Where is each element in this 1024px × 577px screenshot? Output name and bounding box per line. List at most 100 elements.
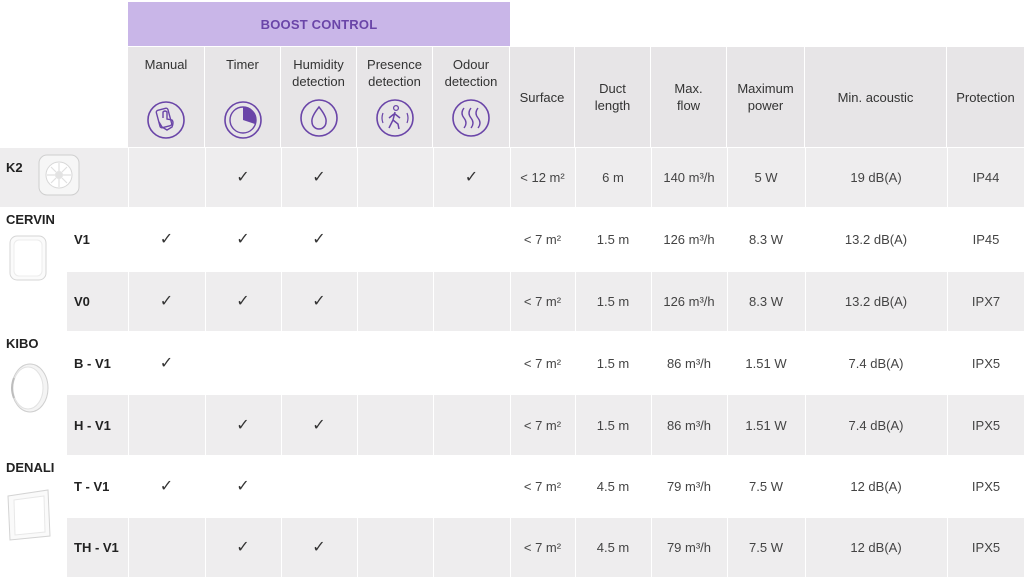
max-flow-cell: 79 m³/h: [651, 518, 726, 577]
timer-cell: ✓: [205, 209, 280, 270]
min-acoustic-cell: 12 dB(A): [805, 518, 946, 577]
header-presence-label: Presence detection: [367, 57, 422, 89]
variant-cell: V1: [74, 232, 90, 247]
header-timer: Timer: [205, 47, 280, 147]
max-power-cell: 7.5 W: [727, 518, 804, 577]
header-protection: Protection: [947, 47, 1024, 147]
presence-walking-person-icon: [375, 99, 414, 137]
brand-cervin: CERVIN: [6, 212, 55, 227]
surface-cell: < 7 m²: [510, 457, 574, 516]
surface-cell: < 7 m²: [510, 518, 574, 577]
manual-cell: [128, 518, 204, 577]
max-flow-cell: 86 m³/h: [651, 333, 726, 393]
humidity-cell: ✓: [281, 518, 356, 577]
odour-cell: [433, 272, 509, 331]
max-power-cell: 1.51 W: [727, 333, 804, 393]
protection-cell: IPX7: [947, 272, 1024, 331]
protection-cell: IPX5: [947, 395, 1024, 455]
max-flow-cell: 86 m³/h: [651, 395, 726, 455]
surface-cell: < 7 m²: [510, 395, 574, 455]
presence-cell: [357, 395, 432, 455]
header-presence: Presence detection: [357, 47, 432, 147]
k2-product-image: [38, 154, 80, 196]
brand-denali: DENALI: [6, 460, 55, 475]
timer-cell: ✓: [205, 395, 280, 455]
header-odour: Odour detection: [433, 47, 509, 147]
min-acoustic-cell: 13.2 dB(A): [805, 272, 946, 331]
header-manual: Manual: [128, 47, 204, 147]
surface-cell: < 7 m²: [510, 272, 574, 331]
min-acoustic-cell: 13.2 dB(A): [805, 209, 946, 270]
duct-length-cell: 4.5 m: [575, 518, 650, 577]
protection-cell: IP44: [947, 148, 1024, 207]
presence-cell: [357, 457, 432, 516]
duct-length-cell: 1.5 m: [575, 272, 650, 331]
presence-cell: [357, 148, 432, 207]
hand-touch-icon: [147, 101, 185, 139]
header-humidity-label: Humidity detection: [292, 57, 345, 89]
brand-k2: K2: [6, 160, 23, 175]
surface-cell: < 12 m²: [510, 148, 574, 207]
presence-cell: [357, 333, 432, 393]
humidity-cell: [281, 333, 356, 393]
min-acoustic-cell: 19 dB(A): [805, 148, 946, 207]
variant-cell: H - V1: [74, 417, 111, 433]
header-min-acoustic: Min. acoustic: [805, 47, 946, 147]
header-duct-length: Duct length: [575, 47, 650, 147]
max-power-cell: 8.3 W: [727, 272, 804, 331]
protection-cell: IPX5: [947, 333, 1024, 393]
presence-cell: [357, 209, 432, 270]
max-power-cell: 8.3 W: [727, 209, 804, 270]
duct-length-cell: 6 m: [575, 148, 650, 207]
header-surface: Surface: [510, 47, 574, 147]
table-row: [67, 272, 1024, 331]
max-power-cell: 1.51 W: [727, 395, 804, 455]
manual-cell: ✓: [128, 457, 204, 516]
max-flow-cell: 140 m³/h: [651, 148, 726, 207]
table-row: [67, 333, 1024, 393]
odour-cell: [433, 333, 509, 393]
manual-cell: ✓: [128, 272, 204, 331]
timer-cell: ✓: [205, 457, 280, 516]
humidity-cell: ✓: [281, 395, 356, 455]
protection-cell: IP45: [947, 209, 1024, 270]
header-max-power: Maximum power: [727, 47, 804, 147]
duct-length-cell: 1.5 m: [575, 395, 650, 455]
manual-cell: ✓: [128, 333, 204, 393]
odour-waves-icon: [452, 99, 490, 137]
manual-cell: [128, 148, 204, 207]
humidity-cell: ✓: [281, 148, 356, 207]
protection-cell: IPX5: [947, 518, 1024, 577]
variant-cell: T - V1: [74, 479, 110, 494]
max-flow-cell: 79 m³/h: [651, 457, 726, 516]
header-odour-label: Odour detection: [444, 57, 498, 89]
manual-cell: ✓: [128, 209, 204, 270]
odour-cell: [433, 457, 509, 516]
header-manual-label: Manual: [144, 57, 188, 72]
odour-cell: ✓: [433, 148, 509, 207]
header-max-flow: Max. flow: [651, 47, 726, 147]
presence-cell: [357, 518, 432, 577]
min-acoustic-cell: 7.4 dB(A): [805, 395, 946, 455]
header-humidity: Humidity detection: [281, 47, 356, 147]
variant-cell: TH - V1: [74, 540, 119, 555]
odour-cell: [433, 518, 509, 577]
boost-control-header: BOOST CONTROL: [128, 2, 510, 46]
manual-cell: [128, 395, 204, 455]
table-row: [67, 457, 1024, 516]
table-row: [67, 209, 1024, 270]
max-flow-cell: 126 m³/h: [651, 272, 726, 331]
table-row: [67, 518, 1024, 577]
kibo-product-image: [11, 363, 49, 413]
table-row: [67, 395, 1024, 455]
denali-product-image: [7, 489, 51, 541]
min-acoustic-cell: 7.4 dB(A): [805, 333, 946, 393]
humidity-cell: ✓: [281, 209, 356, 270]
max-power-cell: 5 W: [727, 148, 804, 207]
brand-kibo: KIBO: [6, 336, 39, 351]
duct-length-cell: 1.5 m: [575, 333, 650, 393]
odour-cell: [433, 395, 509, 455]
timer-icon: [223, 101, 262, 139]
duct-length-cell: 4.5 m: [575, 457, 650, 516]
odour-cell: [433, 209, 509, 270]
